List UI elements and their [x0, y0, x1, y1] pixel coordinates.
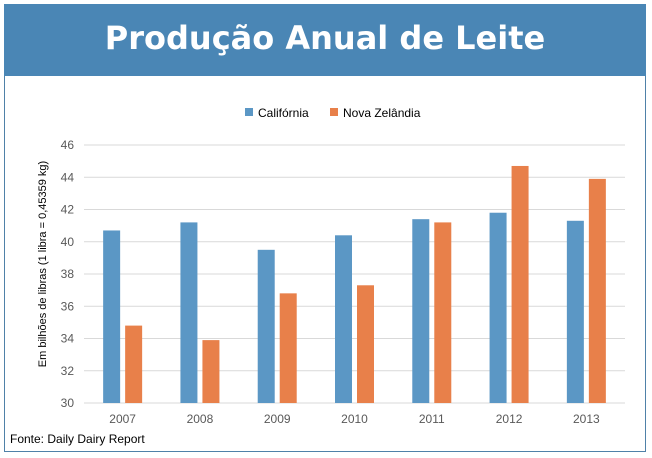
bar-nova-zelandia-2010: [357, 285, 374, 403]
y-tick-label: 44: [61, 170, 75, 184]
x-tick-label: 2010: [341, 412, 368, 426]
bar-california-2011: [412, 219, 430, 403]
y-tick-label: 40: [61, 235, 75, 249]
y-tick-label: 32: [61, 364, 75, 378]
bar-nova-zelandia-2008: [202, 340, 220, 403]
x-tick-label: 2007: [109, 412, 136, 426]
x-tick-label: 2013: [573, 412, 600, 426]
chart-title: Produção Anual de Leite: [4, 4, 646, 76]
source-note: Fonte: Daily Dairy Report: [10, 432, 145, 446]
x-tick-label: 2008: [187, 412, 214, 426]
bar-california-2010: [335, 235, 352, 403]
x-tick-label: 2011: [419, 412, 445, 426]
y-tick-label: 38: [61, 267, 75, 281]
y-axis-label: Em bilhões de libras (1 libra = 0,45359 …: [37, 161, 49, 367]
x-tick-label: 2009: [264, 412, 291, 426]
bar-california-2013: [566, 220, 584, 403]
y-tick-label: 36: [61, 299, 75, 313]
legend-label: Califórnia: [258, 106, 309, 120]
bar-california-2009: [257, 249, 275, 403]
legend-swatch: [330, 108, 338, 116]
legend-swatch: [245, 108, 253, 116]
x-tick-label: 2012: [496, 412, 523, 426]
bar-nova-zelandia-2012: [511, 165, 529, 403]
bar-nova-zelandia-2011: [434, 222, 452, 403]
legend-label: Nova Zelândia: [343, 106, 421, 120]
bar-nova-zelandia-2009: [279, 293, 297, 403]
bar-california-2012: [489, 212, 507, 403]
y-tick-label: 34: [61, 332, 75, 346]
y-tick-label: 30: [61, 396, 75, 410]
bar-california-2008: [180, 222, 198, 403]
y-tick-label: 46: [61, 138, 75, 152]
y-tick-label: 42: [61, 203, 75, 217]
bar-california-2007: [103, 230, 121, 403]
bar-nova-zelandia-2007: [125, 325, 143, 403]
bar-nova-zelandia-2013: [588, 178, 606, 403]
